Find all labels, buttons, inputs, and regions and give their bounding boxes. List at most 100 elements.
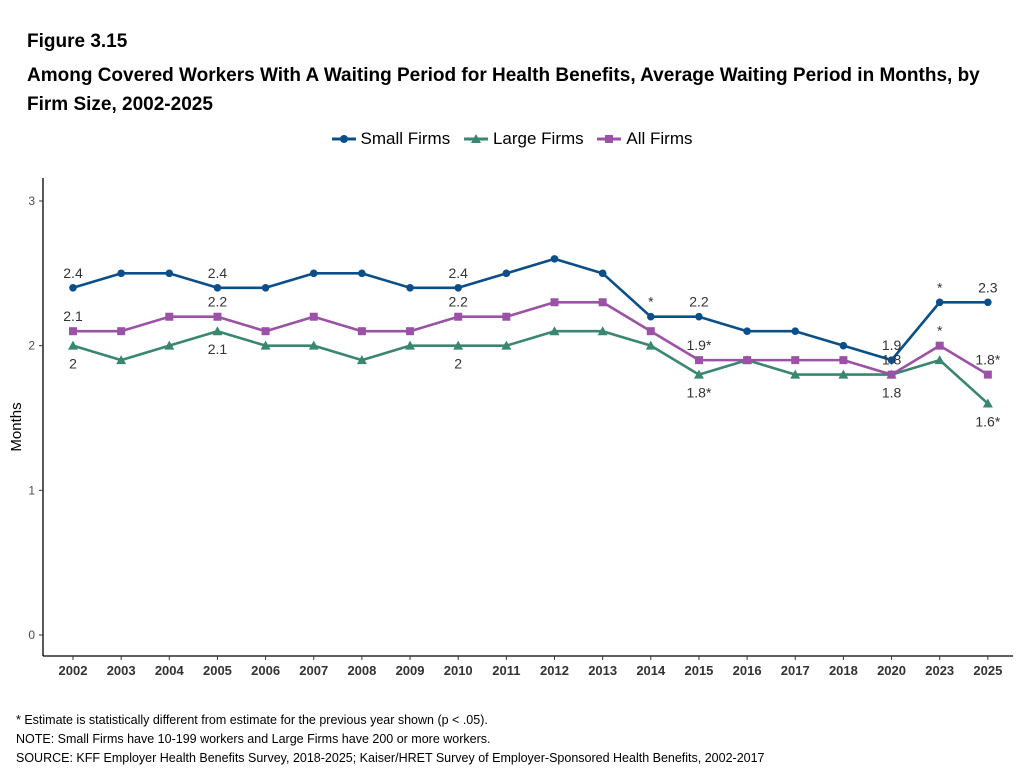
y-tick-label: 1 bbox=[28, 483, 35, 497]
data-point-small bbox=[213, 284, 222, 292]
data-label-small: 2.4 bbox=[208, 265, 228, 281]
data-label-large: 2 bbox=[69, 356, 77, 372]
data-point-all bbox=[983, 370, 992, 379]
data-label-all: 2.2 bbox=[208, 294, 228, 310]
y-tick-label: 0 bbox=[28, 628, 35, 642]
series-line-large bbox=[72, 329, 989, 405]
data-point-small bbox=[502, 269, 511, 278]
data-label-small: 1.9 bbox=[882, 337, 902, 353]
legend-label-small-firms: Small Firms bbox=[360, 129, 451, 148]
line-chart: 0 1 2 3 2002 2003 2004 2005 2006 2007 2008 2009 2010… bbox=[8, 178, 1013, 678]
data-point-large bbox=[212, 326, 223, 336]
legend-swatch-all-firms bbox=[597, 135, 622, 143]
x-tick-label: 2025 bbox=[973, 663, 1002, 678]
footnote-significance: * Estimate is statistically different fr… bbox=[16, 713, 488, 727]
data-label-small: 2.4 bbox=[63, 265, 83, 281]
data-point-large bbox=[68, 340, 78, 350]
data-label-all: * bbox=[937, 323, 943, 339]
data-point-all bbox=[357, 327, 366, 336]
data-point-large bbox=[790, 369, 801, 379]
data-label-all: 1.8* bbox=[975, 352, 1000, 368]
data-point-small bbox=[984, 298, 992, 307]
x-tick-label: 2012 bbox=[540, 663, 569, 678]
data-point-small bbox=[309, 269, 318, 278]
data-point-small bbox=[165, 269, 174, 278]
data-point-large bbox=[116, 355, 127, 365]
x-tick-label: 2005 bbox=[203, 663, 232, 678]
data-point-large bbox=[356, 355, 367, 365]
data-point-small bbox=[935, 298, 944, 307]
data-point-all bbox=[165, 312, 174, 321]
data-point-large bbox=[260, 340, 271, 350]
data-point-small bbox=[69, 284, 77, 292]
data-point-all bbox=[261, 327, 270, 336]
notes: * Estimate is statistically different fr… bbox=[16, 711, 765, 768]
x-tick-label: 2011 bbox=[492, 663, 520, 678]
data-label-small: 2.4 bbox=[448, 265, 468, 281]
data-label-large: 1.8 bbox=[882, 385, 902, 401]
x-tick-label: 2004 bbox=[155, 663, 185, 678]
data-point-all bbox=[935, 341, 944, 350]
x-tick-label: 2010 bbox=[444, 663, 473, 678]
data-point-small bbox=[598, 269, 607, 278]
y-tick-label: 3 bbox=[28, 194, 35, 208]
x-tick-label: 2003 bbox=[107, 663, 136, 678]
x-tick-label: 2008 bbox=[347, 663, 376, 678]
data-label-all: 2.1 bbox=[63, 308, 83, 324]
data-point-all bbox=[406, 327, 415, 336]
data-label-large: 2 bbox=[454, 356, 462, 372]
data-point-large bbox=[405, 340, 416, 350]
x-tick-label: 2009 bbox=[396, 663, 425, 678]
legend-item-all-firms: All Firms bbox=[596, 129, 692, 149]
data-point-large bbox=[164, 340, 175, 350]
figure-label: Figure 3.15 bbox=[27, 31, 128, 52]
data-label-small: 2.2 bbox=[689, 294, 709, 310]
data-point-small bbox=[887, 356, 896, 364]
data-point-all bbox=[117, 327, 126, 336]
x-tick-label: 2013 bbox=[588, 663, 617, 678]
data-point-all bbox=[743, 356, 752, 365]
data-label-large: 2.1 bbox=[208, 341, 228, 357]
data-point-large bbox=[645, 340, 656, 350]
data-point-large bbox=[453, 340, 464, 350]
data-point-all bbox=[502, 312, 511, 321]
data-point-large bbox=[597, 326, 608, 336]
data-point-all bbox=[791, 356, 800, 365]
x-tick-label: 2023 bbox=[925, 663, 954, 678]
data-point-small bbox=[261, 284, 270, 292]
data-point-all bbox=[694, 356, 703, 365]
data-point-large bbox=[982, 398, 993, 408]
data-point-small bbox=[695, 312, 703, 321]
data-label-small: 2.3 bbox=[978, 279, 998, 295]
x-tick-label: 2014 bbox=[636, 663, 666, 678]
legend-swatch-large-firms bbox=[463, 134, 488, 143]
legend-item-small-firms: Small Firms bbox=[331, 129, 451, 149]
data-point-large bbox=[501, 340, 512, 350]
legend-swatch-small-firms bbox=[331, 135, 356, 143]
data-point-all bbox=[598, 298, 607, 307]
y-axis-title: Months bbox=[8, 402, 25, 451]
data-label-large: 1.6* bbox=[975, 414, 1000, 430]
legend-label-large-firms: Large Firms bbox=[492, 129, 584, 148]
data-label-small: * bbox=[648, 294, 654, 310]
x-tick-label: 2015 bbox=[684, 663, 713, 678]
x-tick-label: 2017 bbox=[781, 663, 810, 678]
data-point-small bbox=[358, 269, 366, 278]
y-tick-label: 2 bbox=[28, 339, 35, 353]
x-tick-label: 2002 bbox=[59, 663, 88, 678]
data-point-large bbox=[693, 369, 704, 379]
x-tick-label: 2006 bbox=[251, 663, 280, 678]
footnote-source: SOURCE: KFF Employer Health Benefits Sur… bbox=[16, 751, 765, 765]
data-point-all bbox=[887, 370, 896, 379]
data-point-large bbox=[308, 340, 319, 350]
data-point-large bbox=[838, 369, 849, 379]
data-point-all bbox=[69, 327, 77, 336]
data-point-small bbox=[454, 284, 463, 292]
data-point-all bbox=[309, 312, 318, 321]
data-point-all bbox=[213, 312, 222, 321]
data-point-all bbox=[646, 327, 655, 336]
data-point-small bbox=[406, 284, 414, 292]
data-point-small bbox=[839, 341, 848, 350]
data-label-all: 2.2 bbox=[448, 294, 468, 310]
legend-item-large-firms: Large Firms bbox=[463, 129, 584, 149]
